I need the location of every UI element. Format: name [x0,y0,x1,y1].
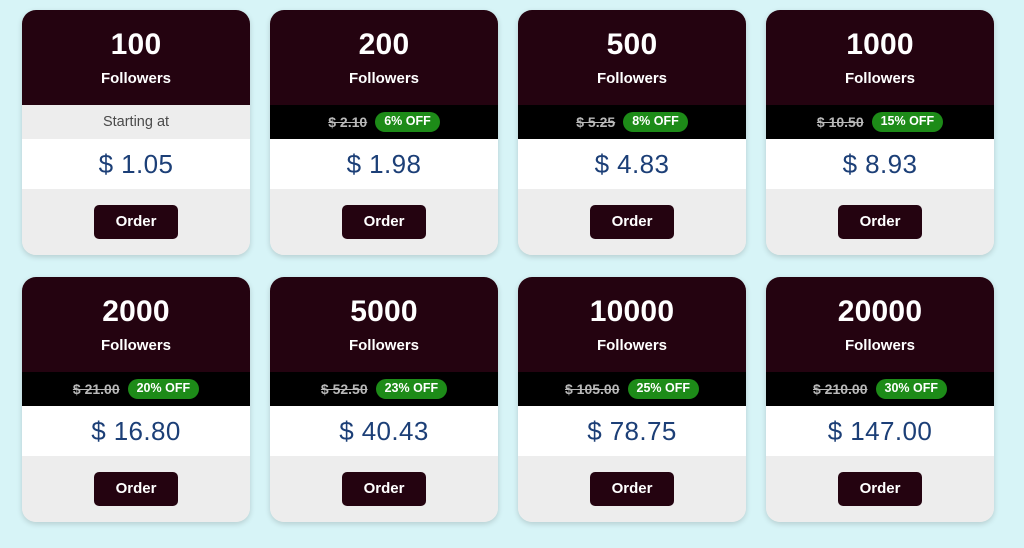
pricing-card: 1000 Followers $ 10.50 15% OFF $ 8.93 Order [766,10,994,255]
card-footer: Order [518,189,746,255]
discount-badge: 20% OFF [127,379,200,399]
discount-band: $ 10.50 15% OFF [766,105,994,139]
card-header: 100 Followers [22,10,250,105]
pricing-card: 500 Followers $ 5.25 8% OFF $ 4.83 Order [518,10,746,255]
plan-price: $ 78.75 [587,416,677,446]
plan-price: $ 8.93 [842,149,918,179]
card-footer: Order [270,456,498,522]
card-footer: Order [22,456,250,522]
plan-quantity: 10000 [589,295,675,329]
original-price: $ 210.00 [813,381,868,397]
card-footer: Order [22,189,250,255]
price-row: $ 8.93 [766,139,994,189]
order-button[interactable]: Order [837,204,923,240]
plan-price: $ 1.05 [98,149,174,179]
card-header: 2000 Followers [22,277,250,372]
price-row: $ 1.98 [270,139,498,189]
card-footer: Order [518,456,746,522]
plan-quantity: 2000 [102,295,170,329]
discount-band: $ 105.00 25% OFF [518,372,746,406]
order-button[interactable]: Order [93,471,179,507]
starting-at-band: Starting at [22,105,250,139]
discount-band: $ 210.00 30% OFF [766,372,994,406]
discount-badge: 6% OFF [375,112,440,132]
order-button[interactable]: Order [589,204,675,240]
discount-band: $ 52.50 23% OFF [270,372,498,406]
plan-unit-label: Followers [100,336,171,354]
price-row: $ 40.43 [270,406,498,456]
plan-quantity: 200 [358,28,410,62]
price-row: $ 1.05 [22,139,250,189]
pricing-card: 5000 Followers $ 52.50 23% OFF $ 40.43 Order [270,277,498,522]
pricing-card: 10000 Followers $ 105.00 25% OFF $ 78.75 Orde… [518,277,746,522]
price-row: $ 147.00 [766,406,994,456]
card-footer: Order [766,189,994,255]
pricing-card: 200 Followers $ 2.10 6% OFF $ 1.98 Order [270,10,498,255]
pricing-card-grid: 100 Followers Starting at $ 1.05 Order 200 Fol… [22,10,994,522]
plan-quantity: 1000 [846,28,914,62]
plan-price: $ 16.80 [91,416,181,446]
order-button[interactable]: Order [93,204,179,240]
order-button[interactable]: Order [341,471,427,507]
original-price: $ 5.25 [576,114,616,130]
discount-badge: 30% OFF [875,379,947,399]
order-button[interactable]: Order [837,471,923,507]
pricing-card: 20000 Followers $ 210.00 30% OFF $ 147.00 Ord… [766,277,994,522]
card-footer: Order [766,456,994,522]
plan-unit-label: Followers [844,69,915,87]
discount-badge: 25% OFF [627,379,699,399]
order-button[interactable]: Order [589,471,675,507]
original-price: $ 10.50 [816,114,864,130]
plan-quantity: 5000 [350,295,418,329]
plan-unit-label: Followers [596,69,667,87]
original-price: $ 52.50 [320,381,368,397]
plan-unit-label: Followers [348,69,419,87]
card-footer: Order [270,189,498,255]
card-header: 1000 Followers [766,10,994,105]
discount-band: $ 5.25 8% OFF [518,105,746,139]
card-header: 500 Followers [518,10,746,105]
discount-band: $ 21.00 20% OFF [22,372,250,406]
original-price: $ 21.00 [72,381,120,397]
plan-unit-label: Followers [596,336,667,354]
card-header: 200 Followers [270,10,498,105]
original-price: $ 105.00 [565,381,620,397]
plan-unit-label: Followers [100,69,171,87]
price-row: $ 16.80 [22,406,250,456]
plan-unit-label: Followers [348,336,419,354]
plan-price: $ 147.00 [827,416,933,446]
original-price: $ 2.10 [328,114,368,130]
plan-price: $ 4.83 [594,149,670,179]
plan-price: $ 40.43 [339,416,429,446]
discount-badge: 8% OFF [623,112,688,132]
plan-quantity: 500 [606,28,658,62]
starting-at-label: Starting at [102,113,170,130]
plan-price: $ 1.98 [346,149,422,179]
plan-quantity: 20000 [837,295,923,329]
discount-band: $ 2.10 6% OFF [270,105,498,139]
card-header: 10000 Followers [518,277,746,372]
pricing-card: 2000 Followers $ 21.00 20% OFF $ 16.80 Order [22,277,250,522]
plan-unit-label: Followers [844,336,915,354]
plan-quantity: 100 [110,28,162,62]
order-button[interactable]: Order [341,204,427,240]
price-row: $ 4.83 [518,139,746,189]
price-row: $ 78.75 [518,406,746,456]
card-header: 5000 Followers [270,277,498,372]
card-header: 20000 Followers [766,277,994,372]
discount-badge: 23% OFF [375,379,448,399]
pricing-card: 100 Followers Starting at $ 1.05 Order [22,10,250,255]
discount-badge: 15% OFF [871,112,944,132]
